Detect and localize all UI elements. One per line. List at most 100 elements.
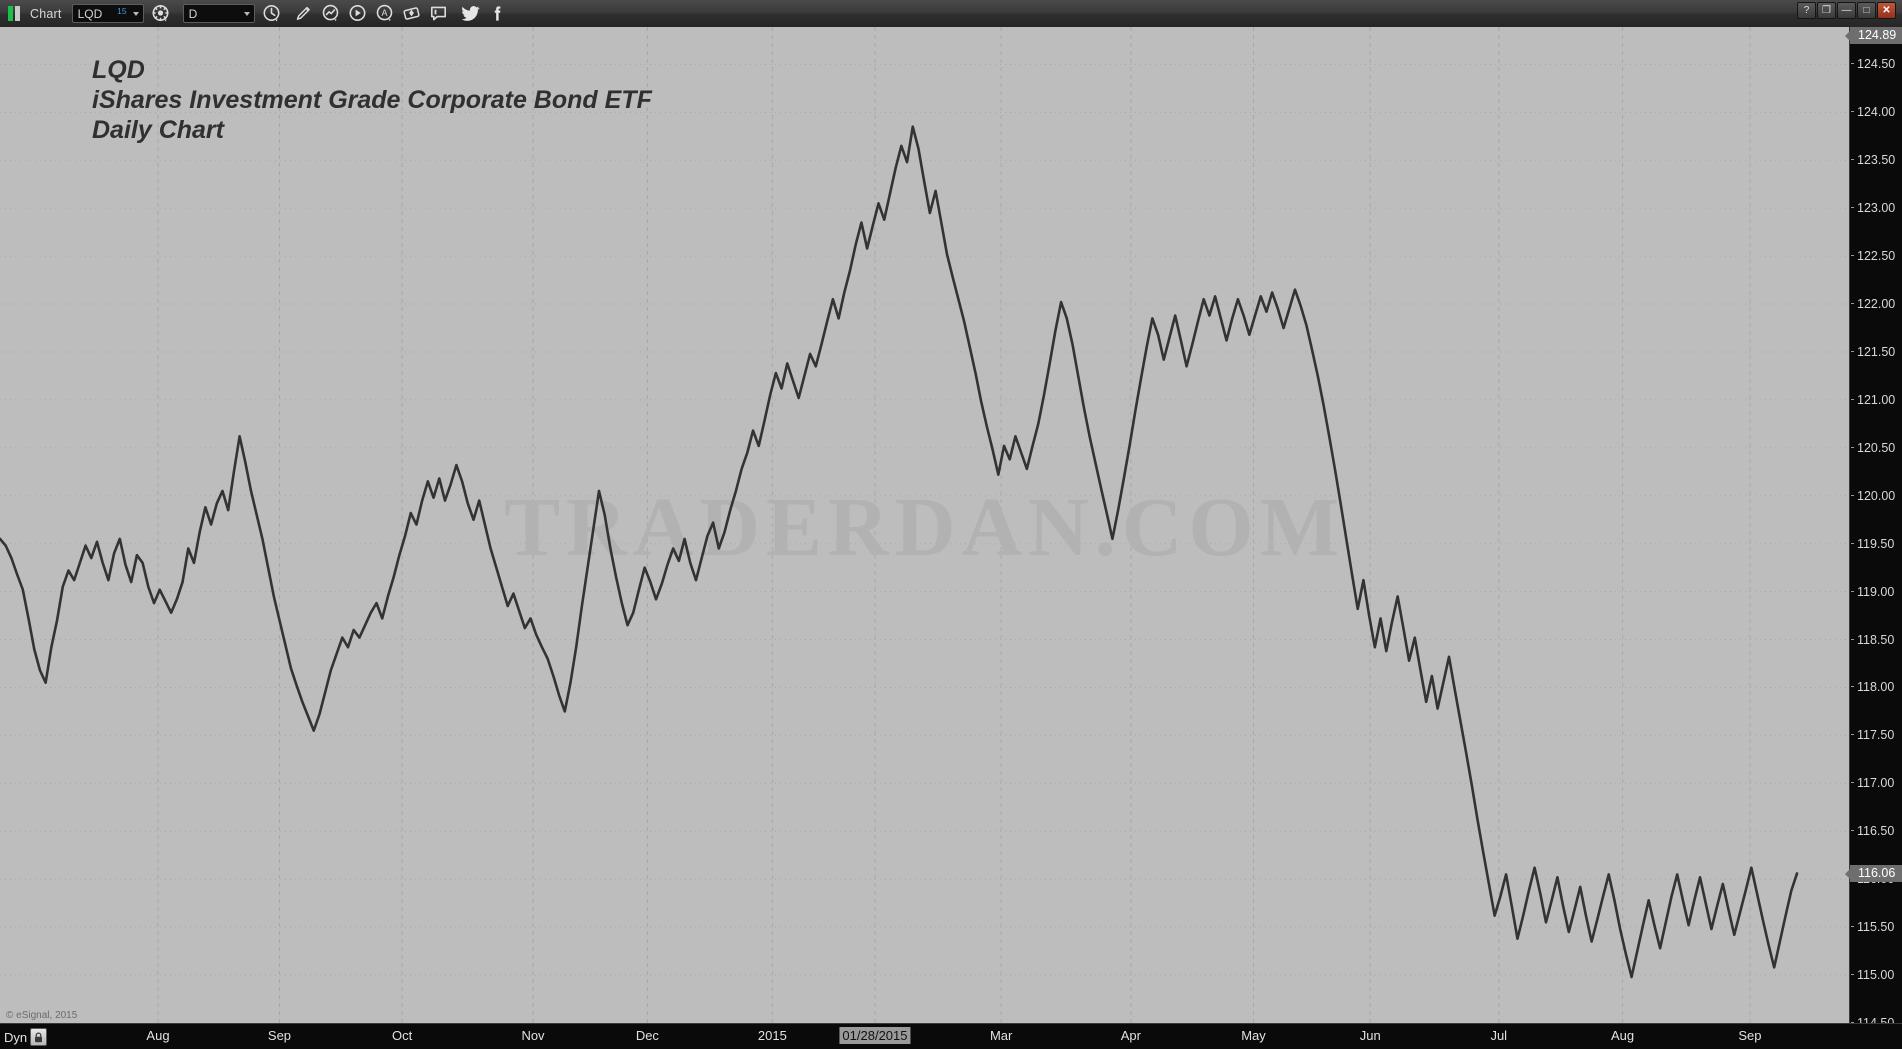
price-axis-tick-label: 115.50 bbox=[1857, 920, 1895, 935]
tick-dash bbox=[1851, 734, 1854, 736]
twitter-icon[interactable] bbox=[460, 3, 481, 24]
dyn-label-text: Dyn bbox=[4, 1029, 28, 1045]
time-axis-tick: Nov bbox=[521, 1028, 545, 1043]
study-line-icon[interactable] bbox=[320, 3, 341, 24]
window-title: Chart bbox=[30, 6, 62, 21]
time-axis-tick: Aug bbox=[1611, 1028, 1635, 1043]
price-axis-tick-label: 121.00 bbox=[1857, 392, 1896, 407]
price-axis-tick-label: 116.50 bbox=[1857, 824, 1895, 839]
tick-dash bbox=[1851, 350, 1854, 352]
current-price-marker: 116.06 bbox=[1845, 865, 1902, 883]
price-axis-tick: 124.00 bbox=[1850, 105, 1902, 119]
price-axis-tick: 117.00 bbox=[1850, 776, 1902, 790]
interval-input[interactable]: D bbox=[182, 4, 255, 23]
price-axis-tick-label: 121.50 bbox=[1857, 344, 1896, 359]
tick-dash bbox=[1851, 590, 1854, 592]
price-axis-tick: 123.00 bbox=[1850, 201, 1902, 215]
price-axis-tick-label: 119.00 bbox=[1857, 584, 1895, 599]
price-axis-tick-label: 123.50 bbox=[1857, 153, 1896, 168]
tick-dash bbox=[1851, 686, 1854, 688]
time-axis[interactable]: Dyn Aug Sep Oct Nov Dec 2015 01/28/2015 Mar Apr M… bbox=[0, 1023, 1902, 1049]
chart-gridlines bbox=[0, 27, 1849, 1023]
tick-dash bbox=[1851, 63, 1854, 65]
time-axis-tick: May bbox=[1241, 1028, 1266, 1043]
symbol-value: LQD bbox=[77, 6, 103, 21]
close-button[interactable]: ✕ bbox=[1877, 2, 1896, 19]
price-axis-tick: 115.50 bbox=[1850, 920, 1902, 934]
time-axis-tick: Jun bbox=[1359, 1028, 1381, 1043]
tag-icon[interactable] bbox=[401, 3, 422, 24]
price-axis-tick-label: 120.50 bbox=[1857, 440, 1896, 455]
tick-dash bbox=[1851, 830, 1854, 832]
facebook-icon[interactable] bbox=[487, 3, 508, 24]
tick-dash bbox=[1851, 159, 1854, 161]
price-axis-tick: 117.50 bbox=[1850, 728, 1902, 742]
chevron-down-icon[interactable] bbox=[132, 12, 139, 16]
price-axis-tick: 123.50 bbox=[1850, 153, 1902, 167]
chart-title-line2: iShares Investment Grade Corporate Bond … bbox=[92, 86, 652, 114]
minimize-button[interactable]: — bbox=[1837, 2, 1856, 19]
time-axis-tick: Sep bbox=[1738, 1028, 1762, 1043]
price-axis-tick: 115.00 bbox=[1850, 968, 1902, 982]
maximize-button[interactable]: □ bbox=[1857, 2, 1876, 19]
help-button[interactable]: ? bbox=[1797, 2, 1816, 19]
tick-dash bbox=[1851, 1022, 1854, 1023]
play-button-icon[interactable] bbox=[347, 3, 368, 24]
price-axis-tick: 122.50 bbox=[1850, 249, 1902, 263]
draw-pencil-icon[interactable] bbox=[293, 3, 314, 24]
window-controls: ? ❐ — □ ✕ bbox=[1797, 2, 1896, 19]
chart-title-line1: LQD bbox=[92, 56, 145, 84]
time-axis-tick: Apr bbox=[1120, 1028, 1141, 1043]
chart-plot-area[interactable]: TRADERDAN.COM LQD iShares Investment Gra… bbox=[0, 27, 1849, 1023]
title-bar: Chart LQD 15 D bbox=[0, 0, 1902, 28]
price-axis-tick-label: 120.00 bbox=[1857, 488, 1896, 503]
price-axis-tick: 119.50 bbox=[1850, 537, 1902, 551]
tick-dash bbox=[1851, 974, 1854, 976]
price-axis-tick-label: 115.00 bbox=[1857, 968, 1895, 983]
price-axis-tick: 124.50 bbox=[1850, 57, 1902, 71]
price-axis-tick-label: 119.50 bbox=[1857, 536, 1895, 551]
symbol-input[interactable]: LQD 15 bbox=[71, 4, 144, 23]
time-axis-tick: Mar bbox=[989, 1028, 1013, 1043]
chevron-down-icon[interactable] bbox=[243, 12, 250, 16]
tick-dash bbox=[1851, 303, 1854, 305]
price-axis-tick-label: 118.50 bbox=[1857, 632, 1895, 647]
tick-dash bbox=[1851, 494, 1854, 496]
price-axis-tick: 122.00 bbox=[1850, 297, 1902, 311]
time-template-icon[interactable] bbox=[261, 3, 282, 24]
price-axis-tick: 121.50 bbox=[1850, 345, 1902, 359]
tick-dash bbox=[1851, 255, 1854, 257]
price-axis-tick: 120.00 bbox=[1850, 489, 1902, 503]
symbol-settings-icon[interactable] bbox=[150, 3, 171, 24]
lock-icon[interactable] bbox=[30, 1028, 48, 1046]
price-axis-top-value: 124.89 bbox=[1845, 27, 1902, 44]
price-axis-tick-label: 118.00 bbox=[1857, 680, 1895, 695]
annotate-text-icon[interactable]: A bbox=[374, 3, 395, 24]
price-line-series bbox=[0, 125, 1799, 979]
price-axis-tick: 119.00 bbox=[1850, 585, 1902, 599]
time-axis-tick: Jul bbox=[1490, 1028, 1508, 1043]
time-axis-tick: Aug bbox=[146, 1028, 170, 1043]
esignal-bars-icon bbox=[8, 6, 22, 21]
price-axis-tick-label: 117.50 bbox=[1857, 728, 1895, 743]
chart-title-line3: Daily Chart bbox=[92, 116, 224, 144]
price-line-path bbox=[0, 125, 1799, 979]
price-axis[interactable]: 124.89 124.50 124.00 123.50 123.00 122.50 122.… bbox=[1845, 27, 1902, 1030]
tick-dash bbox=[1851, 542, 1854, 544]
dynamic-scale-toggle[interactable]: Dyn bbox=[4, 1028, 48, 1046]
time-axis-highlighted-tick: 01/28/2015 bbox=[839, 1027, 911, 1044]
traderdan-watermark: TRADERDAN.COM bbox=[504, 480, 1345, 574]
price-axis-tick: 120.50 bbox=[1850, 441, 1902, 455]
price-axis-tick: 121.00 bbox=[1850, 393, 1902, 407]
tick-dash bbox=[1851, 638, 1854, 640]
price-axis-tick: 116.50 bbox=[1850, 824, 1902, 838]
restore-button[interactable]: ❐ bbox=[1817, 2, 1836, 19]
tick-dash bbox=[1851, 926, 1854, 928]
comment-icon[interactable] bbox=[428, 3, 449, 24]
price-axis-tick-label: 117.00 bbox=[1857, 776, 1895, 791]
esignal-copyright: © eSignal, 2015 bbox=[6, 1010, 78, 1021]
price-axis-tick-label: 123.00 bbox=[1857, 201, 1896, 216]
price-axis-tick-label: 124.00 bbox=[1857, 105, 1896, 120]
tick-dash bbox=[1851, 207, 1854, 209]
interval-value: D bbox=[188, 6, 198, 21]
